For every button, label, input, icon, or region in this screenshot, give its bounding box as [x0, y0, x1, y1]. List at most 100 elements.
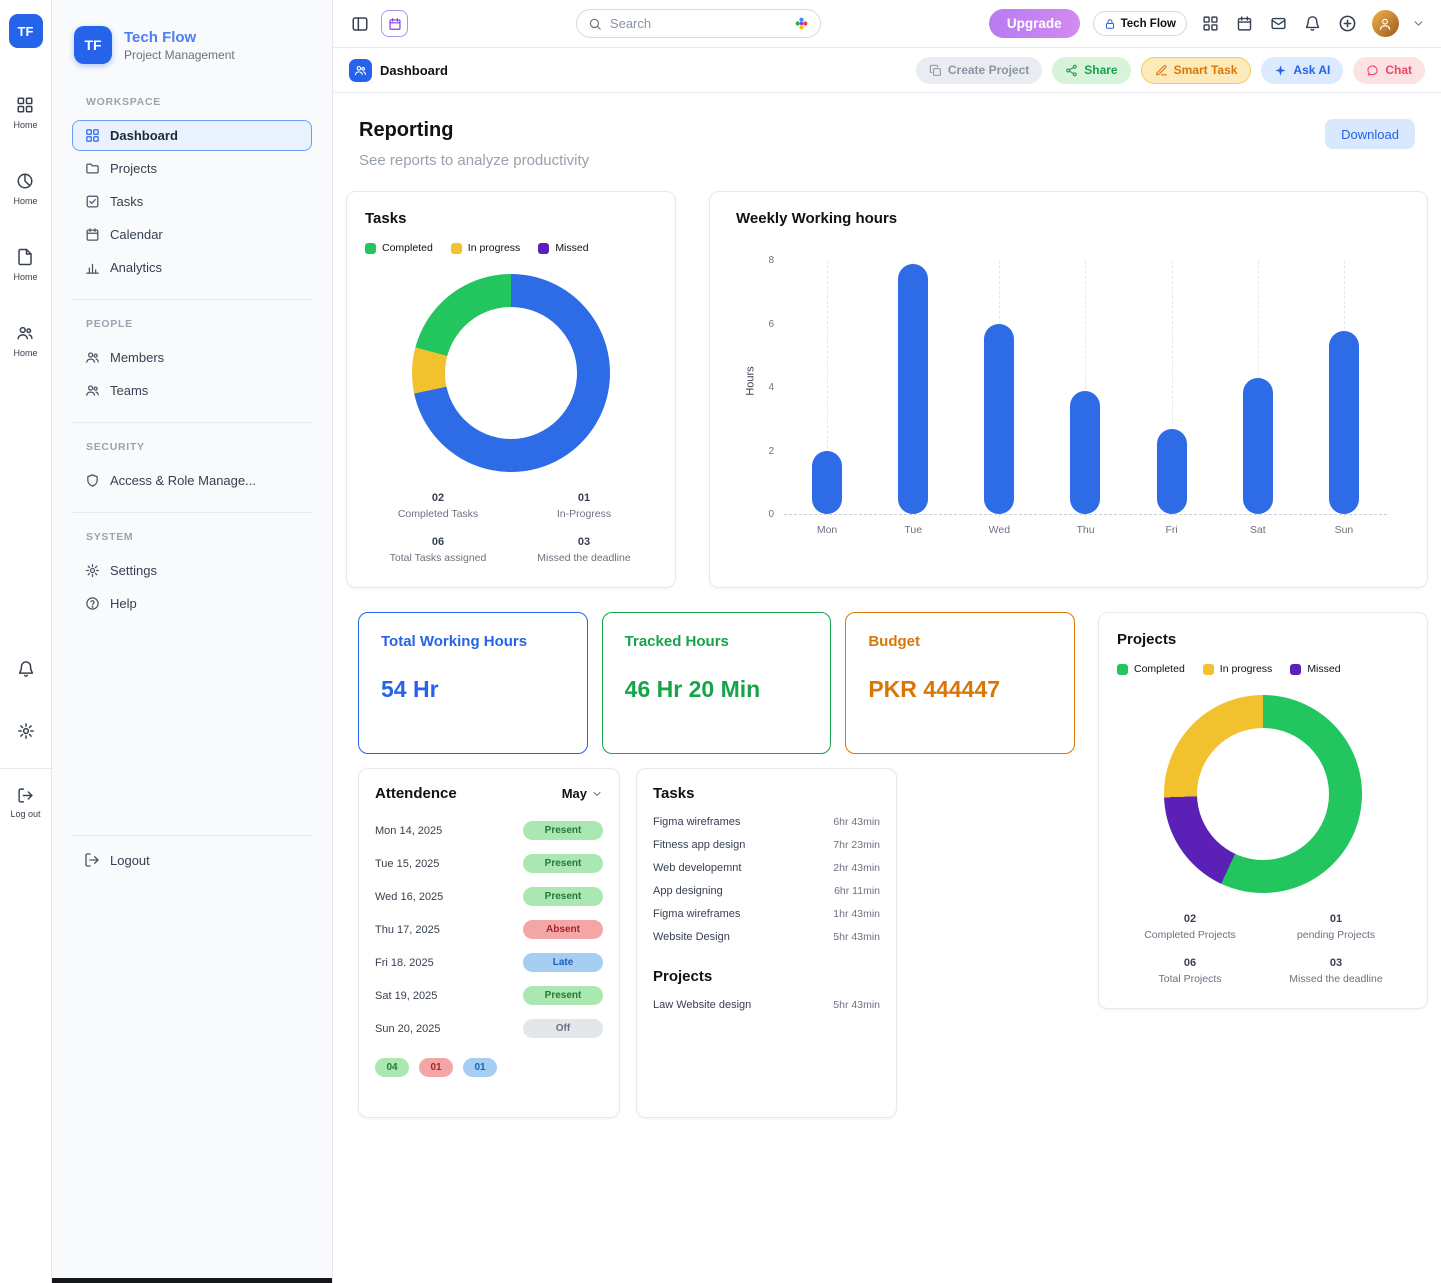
bar-thu — [1070, 390, 1101, 514]
stat-value: 06 — [431, 536, 445, 548]
sidebar-item-access-role-manage[interactable]: Access & Role Manage... — [72, 465, 312, 496]
upgrade-button[interactable]: Upgrade — [988, 9, 1080, 38]
ai-flower-icon[interactable] — [794, 16, 809, 31]
calendar-red-icon — [1236, 15, 1253, 32]
projects-log-rows: Law Website design 5hr 43min — [653, 993, 880, 1016]
app-logo[interactable]: TF — [8, 14, 43, 48]
share-icon — [1065, 64, 1078, 77]
rail-logout-button[interactable]: Log out — [10, 787, 41, 819]
bar-mon — [812, 450, 843, 514]
main-area: Upgrade Tech Flow Dashboard — [333, 0, 1441, 1283]
shield-icon — [85, 473, 100, 488]
tasks-stats: 02 Completed Tasks 01 In-Progress 06 Total Ta… — [365, 492, 657, 564]
create-project-button[interactable]: Create Project — [915, 56, 1043, 84]
stat-label: Missed the deadline — [1289, 973, 1383, 985]
smart-task-label: Smart Task — [1173, 63, 1238, 77]
chevron-down-icon[interactable] — [1412, 17, 1425, 30]
date-picker-button[interactable] — [381, 10, 408, 37]
chat-icon — [1366, 64, 1379, 77]
dashboard-badge — [349, 58, 372, 82]
search-input[interactable] — [609, 16, 786, 31]
log-name: Web developemnt — [653, 861, 742, 874]
time-log-card: Tasks Figma wireframes 6hr 43min Fitness a… — [636, 768, 897, 1118]
summary-card-title: Tracked Hours — [624, 633, 729, 650]
search-bar[interactable] — [575, 9, 821, 38]
toolbar: Dashboard Create Project Share Smart Tas… — [333, 48, 1441, 93]
log-row: Figma wireframes 6hr 43min — [653, 810, 880, 833]
share-button[interactable]: Share — [1052, 56, 1131, 84]
mail-button[interactable] — [1268, 13, 1289, 34]
rail-item-users[interactable]: Home — [13, 324, 38, 358]
sidebar-item-label: Teams — [110, 383, 149, 398]
page-head: Reporting See reports to analyze product… — [346, 119, 1428, 169]
apps-grid-button[interactable] — [1200, 13, 1221, 34]
log-name: Figma wireframes — [653, 815, 741, 828]
users-icon — [85, 350, 100, 365]
topbar-left — [349, 10, 408, 37]
sidebar-logout-button[interactable]: Logout — [72, 835, 312, 868]
rail-gear-button[interactable] — [15, 720, 37, 742]
rail-item-pie[interactable]: Home — [13, 172, 38, 206]
log-duration: 6hr 43min — [833, 815, 880, 828]
download-button[interactable]: Download — [1325, 119, 1415, 149]
chat-button[interactable]: Chat — [1353, 56, 1425, 84]
rail-item-file[interactable]: Home — [13, 248, 38, 282]
brand-subtitle: Project Management — [124, 47, 235, 62]
month-dropdown[interactable]: May — [562, 786, 603, 801]
summary-cards: Total Working Hours 54 Hr Tracked Hours 46 … — [358, 612, 1076, 754]
rail-nav: Home Home Home Home — [13, 96, 38, 358]
rail-bell-button[interactable] — [15, 658, 37, 680]
sidebar-item-label: Calendar — [110, 227, 163, 242]
sidebar-item-projects[interactable]: Projects — [72, 153, 312, 184]
sidebar-item-members[interactable]: Members — [72, 342, 312, 373]
y-tick: 0 — [768, 509, 774, 520]
brand: TF Tech Flow Project Management — [52, 0, 332, 84]
calendar-button[interactable] — [1234, 13, 1255, 34]
attendance-row: Wed 16, 2025 Present — [375, 880, 603, 913]
attendance-row: Tue 15, 2025 Present — [375, 847, 603, 880]
log-row: App designing 6hr 11min — [653, 879, 880, 902]
attendance-date: Sat 19, 2025 — [375, 989, 438, 1002]
mail-icon — [1270, 15, 1287, 32]
y-tick: 6 — [768, 318, 774, 330]
sidebar-item-tasks[interactable]: Tasks — [72, 186, 312, 217]
legend-swatch — [1290, 663, 1302, 675]
calendar-icon — [388, 17, 402, 31]
projects-stats: 02 Completed Projects 01 pending Projects 06… — [1117, 913, 1409, 985]
sidebar-item-calendar[interactable]: Calendar — [72, 219, 312, 250]
stat-cell: 02 Completed Tasks — [365, 492, 511, 520]
rail-logout-label: Log out — [10, 809, 41, 819]
stat-label: Total Projects — [1158, 973, 1222, 985]
log-duration: 6hr 11min — [834, 884, 880, 897]
sidebar-item-dashboard[interactable]: Dashboard — [72, 120, 312, 151]
org-badge[interactable]: Tech Flow — [1092, 11, 1187, 36]
users-icon — [354, 64, 367, 77]
ask-ai-button[interactable]: Ask AI — [1261, 56, 1344, 84]
legend-label: Missed — [555, 242, 589, 254]
brand-avatar: TF — [74, 26, 112, 64]
notifications-button[interactable] — [1302, 13, 1323, 34]
bar-column: Fri — [1156, 261, 1187, 536]
sidebar-item-analytics[interactable]: Analytics — [72, 252, 312, 283]
bottom-bar — [52, 1278, 332, 1283]
status-badge: Off — [523, 1019, 603, 1038]
sidebar-item-teams[interactable]: Teams — [72, 375, 312, 406]
weekly-hours-card: Weekly Working hours Hours 0 2 4 6 8 Mon Tue W… — [709, 191, 1428, 588]
smart-task-button[interactable]: Smart Task — [1140, 56, 1252, 84]
y-axis-label: Hours — [744, 366, 757, 396]
stat-cell: 06 Total Projects — [1117, 957, 1263, 985]
user-avatar[interactable] — [1371, 10, 1399, 37]
sidebar-toggle-button[interactable] — [349, 13, 371, 35]
rail-item-grid[interactable]: Home — [13, 96, 38, 130]
sidebar-item-settings[interactable]: Settings — [72, 555, 312, 586]
stat-value: 01 — [1329, 913, 1343, 925]
pencil-icon — [1155, 64, 1168, 77]
x-tick-label: Sun — [1334, 524, 1354, 536]
sidebar-item-label: Analytics — [110, 260, 163, 275]
status-badge: Late — [523, 953, 603, 972]
log-duration: 7hr 23min — [833, 838, 880, 851]
summary-card-title: Total Working Hours — [381, 633, 528, 650]
sidebar-item-help[interactable]: Help — [72, 588, 312, 619]
status-badge: Present — [523, 821, 603, 840]
add-button[interactable] — [1336, 12, 1359, 35]
